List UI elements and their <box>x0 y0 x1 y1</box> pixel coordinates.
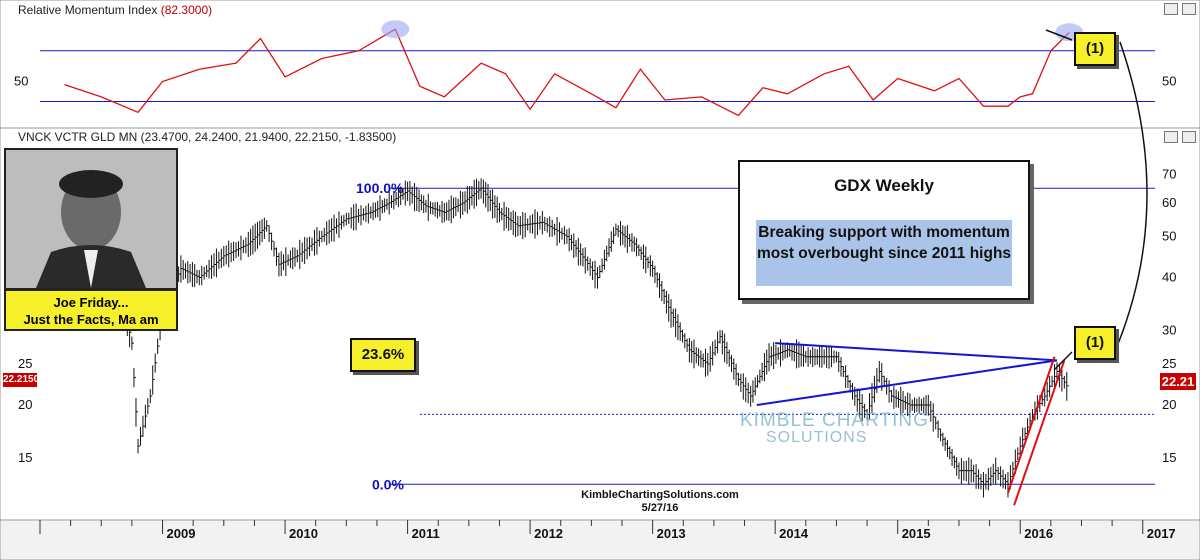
portrait-photo <box>4 148 178 290</box>
lower-trendline <box>756 359 1058 407</box>
x-axis-year-label: 2017 <box>1147 526 1176 541</box>
x-axis-year-label: 2011 <box>412 526 440 541</box>
upper-trendline <box>775 342 1058 362</box>
window-button[interactable] <box>1182 3 1196 15</box>
arrow-to-rmi-peak <box>1045 29 1073 41</box>
portrait-icon <box>6 150 176 288</box>
price-y-tick-right: 70 <box>1162 167 1176 182</box>
price-y-tick-right: 20 <box>1162 397 1176 412</box>
x-axis-year-label: 2014 <box>779 526 809 541</box>
x-axis-year-label: 2010 <box>289 526 318 541</box>
price-y-tick-left: 15 <box>18 450 32 465</box>
price-y-tick-right: 50 <box>1162 228 1176 243</box>
last-price-tag-left: 22.2150 <box>3 373 40 387</box>
price-y-tick-right: 40 <box>1162 270 1176 285</box>
note-box: GDX Weekly Breaking support with momentu… <box>738 160 1030 300</box>
x-axis: 2009 2010 2011 2012 2013 2014 2015 2016 2017 <box>39 520 1176 541</box>
portrait-caption: Joe Friday... Just the Facts, Ma am <box>4 289 178 331</box>
rmi-series-line <box>64 28 1070 117</box>
red-channel-upper <box>1007 356 1056 494</box>
fib-0-text: 0.0% <box>372 476 404 492</box>
rmi-y-tick-left: 50 <box>14 74 28 89</box>
price-y-tick-right: 15 <box>1162 450 1176 465</box>
note-title: GDX Weekly <box>834 176 934 195</box>
site-credit: KimbleChartingSolutions.com 5/27/16 <box>540 489 780 515</box>
x-axis-strip <box>0 519 1200 560</box>
x-axis-year-label: 2009 <box>167 526 196 541</box>
red-channel-lower <box>1013 360 1066 506</box>
window-button[interactable] <box>1164 3 1178 15</box>
rmi-panel <box>0 0 1200 129</box>
window-button[interactable] <box>1182 131 1196 143</box>
note-body: Breaking support with momentum most over… <box>756 224 1012 262</box>
rmi-title: Relative Momentum Index (82.3000) <box>18 3 212 17</box>
x-axis-year-label: 2016 <box>1024 526 1053 541</box>
ohlc-bars <box>76 178 1069 498</box>
arrow-to-price <box>1053 351 1073 371</box>
price-y-tick-left: 20 <box>18 397 32 412</box>
price-y-tick-right: 30 <box>1162 322 1176 337</box>
price-y-tick-right: 25 <box>1162 356 1176 371</box>
rmi-y-tick-right: 50 <box>1162 74 1176 89</box>
fib-100-text: 100.0% <box>356 180 404 196</box>
price-y-tick-right: 60 <box>1162 195 1176 210</box>
x-axis-year-label: 2012 <box>534 526 563 541</box>
x-axis-year-label: 2015 <box>902 526 931 541</box>
window-button[interactable] <box>1164 131 1178 143</box>
caption-line-1: Joe Friday... <box>53 295 129 310</box>
last-price-tag-right: 22.21 <box>1160 373 1196 390</box>
price-y-tick-left: 25 <box>18 356 32 371</box>
fib-236-label: 23.6% <box>350 338 416 372</box>
price-title: VNCK VCTR GLD MN (23.4700, 24.2400, 21.9… <box>18 130 396 144</box>
x-axis-year-label: 2013 <box>657 526 686 541</box>
connector-arrow <box>1117 41 1148 345</box>
caption-line-2: Just the Facts, Ma am <box>23 312 159 327</box>
marker-1-top: (1) <box>1074 32 1116 66</box>
marker-1-bottom: (1) <box>1074 326 1116 360</box>
note-band <box>756 220 1012 286</box>
rmi-highlight-marker <box>381 20 410 39</box>
watermark-line-1: KIMBLE CHARTING <box>740 410 929 431</box>
watermark-line-2: SOLUTIONS <box>766 429 868 446</box>
site-date: 5/27/16 <box>641 502 679 514</box>
site-url: KimbleChartingSolutions.com <box>581 489 739 501</box>
